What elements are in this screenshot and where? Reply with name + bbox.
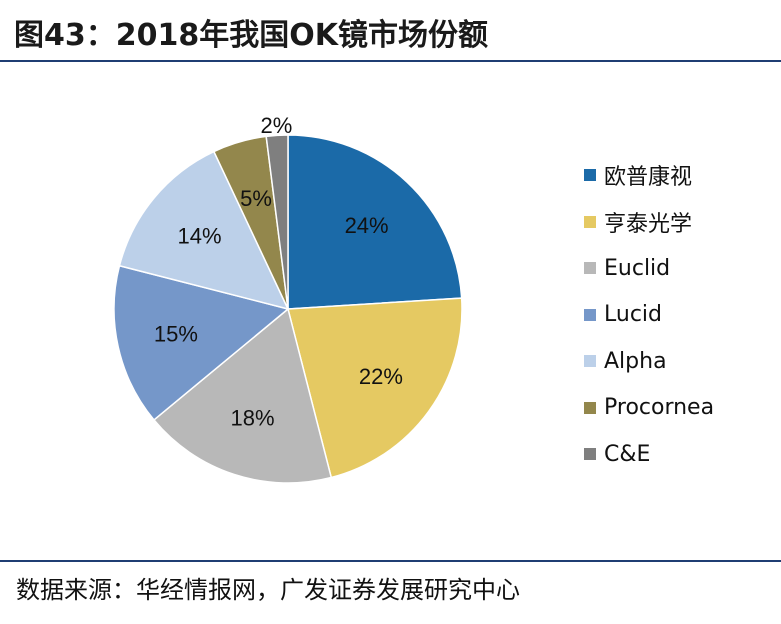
pie-slice: [118, 150, 290, 311]
bottom-divider: [0, 560, 781, 562]
legend-item: Alpha: [584, 338, 714, 385]
top-divider: [0, 60, 781, 62]
legend-label: Procornea: [604, 395, 715, 421]
legend-label: Alpha: [604, 348, 667, 374]
legend-swatch: [584, 169, 596, 182]
legend-swatch: [584, 215, 596, 228]
pie-slice: [287, 134, 463, 310]
pie-data-label: 24%: [345, 213, 389, 238]
pie-data-label: 14%: [177, 223, 221, 248]
pie-data-label: 5%: [240, 186, 272, 211]
legend-label: 欧普康视: [604, 165, 693, 191]
pie-data-label: 2%: [261, 113, 293, 138]
legend-item: 亨泰光学: [584, 199, 714, 246]
legend-item: C&E: [584, 431, 714, 478]
legend-label: 亨泰光学: [604, 211, 693, 237]
figure-title: 图43：2018年我国OK镜市场份额: [14, 18, 488, 53]
legend-swatch: [584, 401, 596, 414]
chart-legend: 欧普康视亨泰光学 Euclid Lucid Alpha Procornea C&E: [584, 152, 714, 478]
legend-label: Euclid: [604, 255, 671, 281]
legend-swatch: [584, 355, 596, 368]
legend-swatch: [584, 262, 596, 275]
legend-label: Lucid: [604, 302, 662, 328]
legend-item: Procornea: [584, 385, 714, 432]
legend-swatch: [584, 308, 596, 321]
pie-slices: [113, 134, 463, 484]
pie-data-label: 15%: [154, 322, 198, 347]
legend-item: Lucid: [584, 292, 714, 339]
pie-slice: [265, 134, 289, 310]
pie-labels: 24% 22% 18% 15% 14% 5% 2%: [154, 113, 403, 431]
pie-data-label: 18%: [230, 406, 274, 431]
pie-slice: [287, 297, 463, 479]
legend-item: 欧普康视: [584, 152, 714, 199]
legend-item: Euclid: [584, 245, 714, 292]
pie-slice: [113, 264, 290, 421]
pie-chart: 24% 22% 18% 15% 14% 5% 2%: [113, 113, 463, 484]
pie-data-label: 22%: [359, 364, 403, 389]
legend-swatch: [584, 448, 596, 461]
data-source-note: 数据来源：华经情报网，广发证券发展研究中心: [16, 576, 520, 604]
pie-slice: [152, 307, 333, 484]
legend-label: C&E: [604, 441, 651, 467]
